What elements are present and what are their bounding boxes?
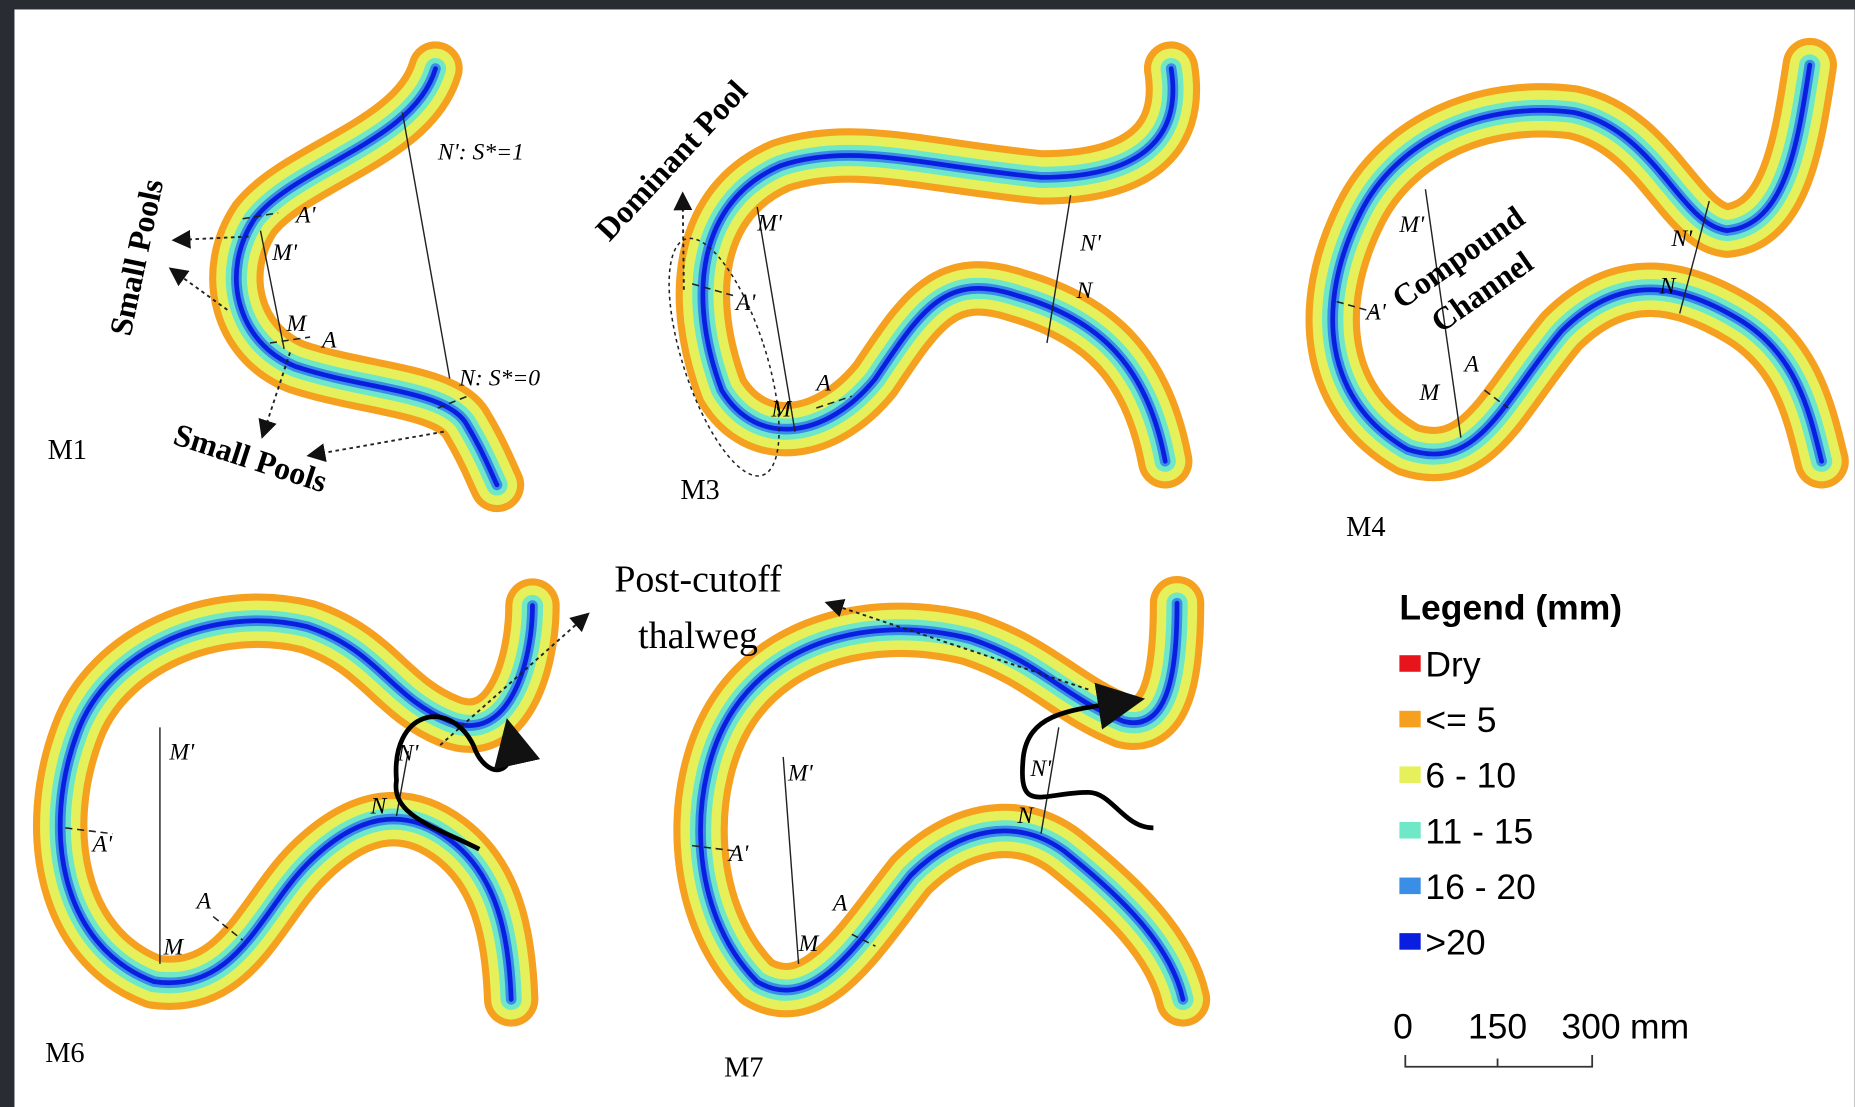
point-label: M bbox=[1418, 380, 1440, 406]
point-label: M' bbox=[1398, 212, 1425, 238]
point-label: M bbox=[285, 311, 307, 337]
legend-swatch bbox=[1399, 655, 1420, 672]
scale-unit: mm bbox=[1630, 1006, 1689, 1046]
scale-label: 300 bbox=[1561, 1006, 1620, 1046]
point-label: A' bbox=[1364, 299, 1386, 325]
legend-label: 6 - 10 bbox=[1425, 756, 1516, 796]
point-label: A bbox=[831, 891, 848, 917]
legend-swatch bbox=[1399, 766, 1420, 783]
point-label: M bbox=[770, 396, 792, 422]
point-label: N bbox=[1659, 273, 1677, 299]
panel-label: M3 bbox=[680, 475, 719, 506]
point-label: N' bbox=[397, 740, 420, 766]
point-label: N' bbox=[1029, 756, 1052, 782]
panel-label: M4 bbox=[1346, 512, 1385, 543]
legend-swatch bbox=[1399, 933, 1420, 950]
point-label: A bbox=[195, 888, 212, 914]
point-label: A bbox=[1462, 351, 1479, 377]
point-label: N' bbox=[1670, 226, 1693, 252]
point-label: N bbox=[1076, 278, 1094, 304]
legend-label: >20 bbox=[1425, 922, 1485, 962]
legend-swatch bbox=[1399, 711, 1420, 728]
legend-label: 11 - 15 bbox=[1425, 811, 1533, 851]
point-label: N bbox=[1016, 803, 1034, 829]
legend-swatch bbox=[1399, 822, 1420, 839]
legend-title: Legend (mm) bbox=[1399, 588, 1622, 628]
annotation: thalweg bbox=[638, 615, 758, 657]
point-label: M' bbox=[271, 240, 298, 266]
scale-label: 0 bbox=[1393, 1006, 1413, 1046]
point-label: A' bbox=[91, 832, 113, 858]
point-label: M bbox=[798, 931, 820, 957]
legend-label: 16 - 20 bbox=[1425, 867, 1535, 907]
point-label: N' bbox=[1079, 231, 1102, 257]
point-label: A bbox=[320, 328, 337, 354]
point-label: M' bbox=[787, 761, 814, 787]
panel-label: M7 bbox=[724, 1052, 763, 1083]
point-label: M' bbox=[756, 211, 783, 237]
point-label: A' bbox=[294, 202, 316, 228]
panel-label: M1 bbox=[48, 435, 87, 466]
legend-swatch bbox=[1399, 878, 1420, 895]
point-label: M' bbox=[168, 739, 195, 765]
point-label: A' bbox=[727, 841, 749, 867]
panel-label: M6 bbox=[45, 1038, 84, 1069]
point-label: A' bbox=[734, 290, 756, 316]
legend-label: <= 5 bbox=[1425, 700, 1496, 740]
legend-label: Dry bbox=[1425, 645, 1480, 685]
annotation: Post-cutoff bbox=[614, 558, 782, 600]
scale-label: 150 bbox=[1468, 1006, 1527, 1046]
point-label: M bbox=[162, 934, 184, 960]
point-label: N bbox=[369, 794, 387, 820]
point-label: N: S*=0 bbox=[458, 366, 540, 392]
point-label: A bbox=[814, 370, 831, 396]
figure: A' M' M A N': S*=1 N: S*=0 M1 M' A' A M … bbox=[0, 0, 1855, 1107]
point-label: N': S*=1 bbox=[437, 140, 524, 166]
